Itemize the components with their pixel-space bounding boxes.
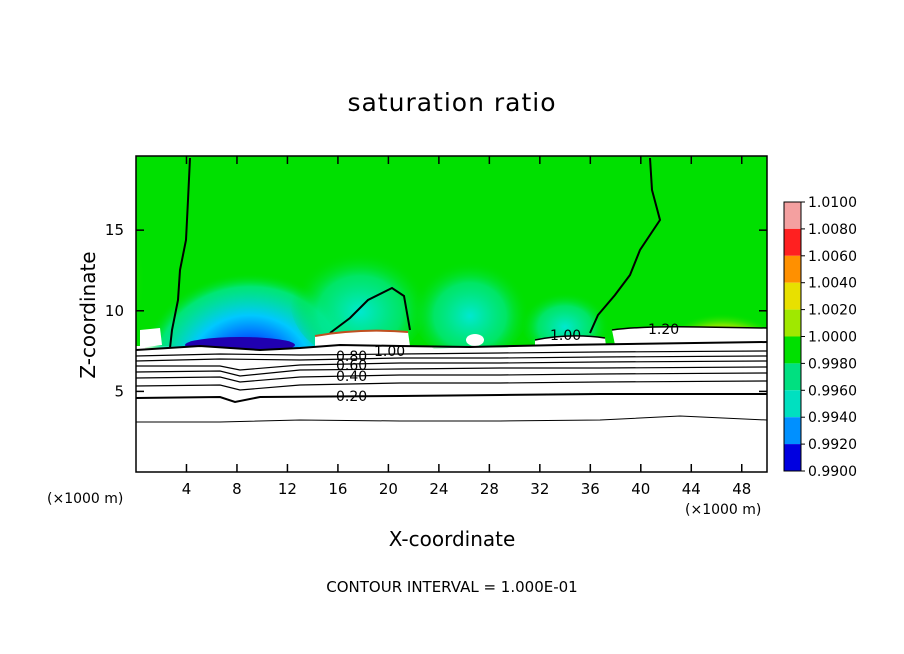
contour-label: 1.00: [550, 328, 581, 344]
contour-interval-note: CONTOUR INTERVAL = 1.000E-01: [326, 578, 578, 596]
x-tick-label: 40: [631, 480, 650, 498]
contour-label: 0.40: [336, 369, 367, 385]
contour-label: 0.60: [336, 358, 367, 374]
colorbar-label: 1.0040: [808, 276, 857, 292]
y-tick-label: 5: [114, 382, 124, 400]
x-axis-label: X-coordinate: [388, 527, 516, 551]
y-tick-label: 15: [105, 221, 124, 239]
colorbar-label: 1.0000: [808, 330, 857, 346]
colorbar-label: 0.9960: [808, 383, 857, 399]
x-unit-label-right: (×1000 m): [685, 502, 762, 518]
colorbar-swatch: [784, 417, 801, 445]
x-tick-label: 44: [682, 480, 701, 498]
colorbar-label: 1.0020: [808, 303, 857, 319]
x-tick-label: 8: [232, 480, 242, 498]
x-tick-label: 20: [379, 480, 398, 498]
colorbar-label: 0.9980: [808, 356, 857, 372]
x-tick-label: 48: [732, 480, 751, 498]
x-tick-label: 32: [530, 480, 549, 498]
colorbar-swatch: [784, 309, 801, 337]
colorbar-swatch: [784, 444, 801, 471]
y-tick-label: 10: [105, 302, 124, 320]
x-tick-label: 4: [182, 480, 192, 498]
y-axis: 5 10 15: [105, 221, 767, 400]
colorbar-label: 1.0060: [808, 249, 857, 265]
x-tick-label: 24: [429, 480, 448, 498]
contour-label: 0.20: [336, 389, 367, 405]
x-axis: 4 8 12 16 20 24 28 32 36 40 44 48: [182, 156, 751, 498]
colorbar-swatch: [784, 363, 801, 391]
contour-label: 1.00: [374, 344, 405, 360]
chart-title: saturation ratio: [347, 88, 557, 117]
x-tick-label: 36: [581, 480, 600, 498]
x-tick-label: 16: [328, 480, 347, 498]
contour-lines: [135, 157, 768, 423]
colorbar-label: 0.9900: [808, 464, 857, 480]
colorbar-swatch: [784, 255, 801, 283]
contour-label: 1.20: [648, 322, 679, 338]
colorbar-swatch: [784, 282, 801, 310]
contour-label-group: 1.00 1.20 1.00 0.80 0.60 0.40 0.20: [336, 322, 679, 405]
heatmap-field: [136, 156, 767, 472]
x-tick-label: 28: [480, 480, 499, 498]
colorbar-label: 1.0100: [808, 195, 857, 211]
x-tick-label: 12: [278, 480, 297, 498]
plot-frame: [135, 155, 768, 473]
colorbar-label: 1.0080: [808, 222, 857, 238]
contour-label: 0.80: [336, 349, 367, 365]
x-unit-label-left: (×1000 m): [47, 491, 124, 507]
colorbar-swatch: [784, 390, 801, 418]
colorbar: 1.0100 1.0080 1.0060 1.0040 1.0020 1.0000 0.99…: [783, 195, 857, 480]
colorbar-swatch: [784, 336, 801, 364]
colorbar-swatch: [784, 228, 801, 256]
colorbar-label: 0.9920: [808, 437, 857, 453]
colorbar-swatch: [784, 202, 801, 229]
colorbar-label: 0.9940: [808, 410, 857, 426]
